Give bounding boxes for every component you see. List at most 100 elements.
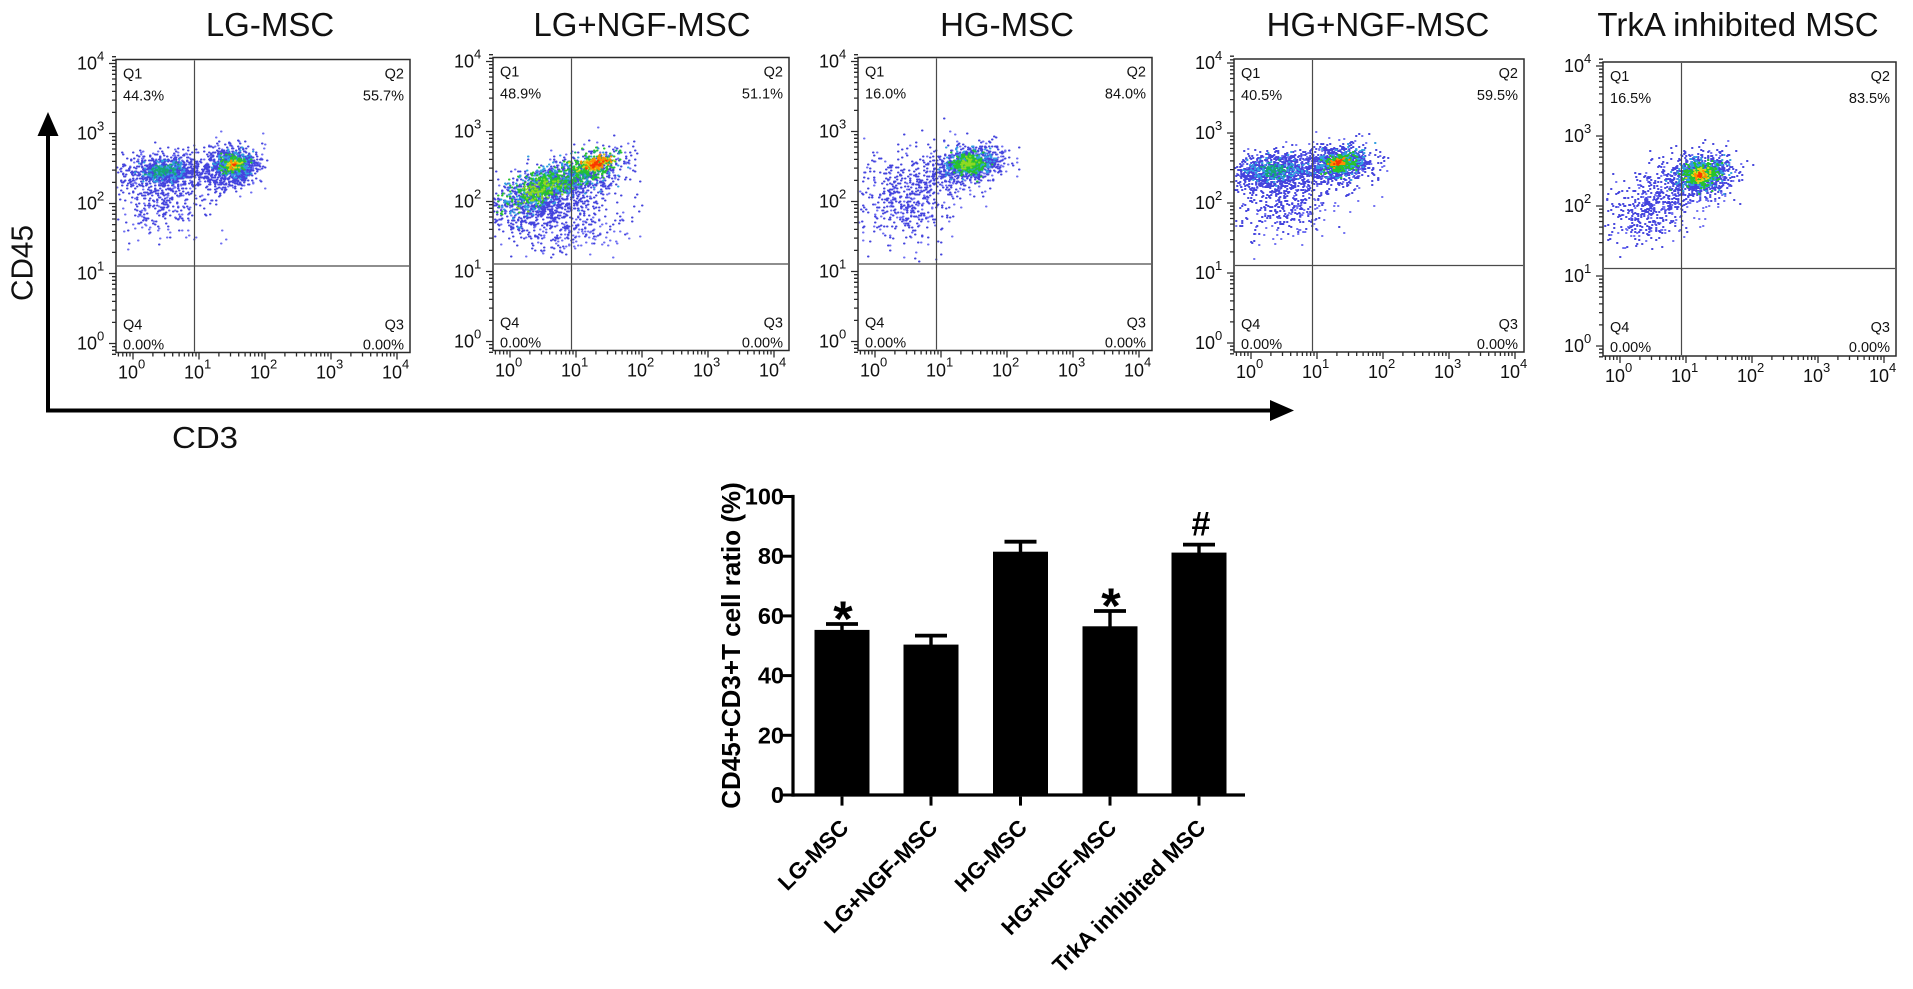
svg-text:0: 0 — [138, 357, 145, 372]
svg-text:2: 2 — [1012, 355, 1019, 370]
svg-text:HG+NGF-MSC: HG+NGF-MSC — [1267, 6, 1490, 43]
svg-text:55.7%: 55.7% — [363, 89, 404, 105]
svg-text:10: 10 — [1195, 123, 1215, 143]
svg-text:10: 10 — [454, 192, 474, 212]
svg-text:3: 3 — [1823, 360, 1830, 375]
svg-text:0: 0 — [97, 329, 104, 344]
svg-text:0.00%: 0.00% — [1105, 336, 1146, 352]
svg-text:10: 10 — [454, 332, 474, 352]
svg-text:10: 10 — [819, 332, 839, 352]
svg-text:10: 10 — [1564, 126, 1584, 146]
svg-text:CD45: CD45 — [5, 225, 40, 301]
svg-text:16.0%: 16.0% — [865, 87, 906, 103]
svg-text:10: 10 — [1195, 193, 1215, 213]
svg-text:Q3: Q3 — [1871, 320, 1890, 336]
svg-text:1: 1 — [839, 257, 846, 272]
svg-text:10: 10 — [1564, 266, 1584, 286]
svg-text:2: 2 — [474, 187, 481, 202]
svg-text:10: 10 — [819, 52, 839, 72]
svg-text:4: 4 — [779, 355, 786, 370]
svg-text:3: 3 — [474, 117, 481, 132]
svg-text:3: 3 — [97, 119, 104, 134]
svg-text:2: 2 — [1215, 188, 1222, 203]
svg-text:0: 0 — [1215, 328, 1222, 343]
svg-text:10: 10 — [561, 361, 581, 381]
svg-text:0.00%: 0.00% — [123, 338, 164, 354]
svg-text:TrkA inhibited MSC: TrkA inhibited MSC — [1597, 6, 1878, 43]
svg-text:1: 1 — [1691, 360, 1698, 375]
svg-text:2: 2 — [839, 187, 846, 202]
svg-text:1: 1 — [1215, 258, 1222, 273]
svg-text:LG+NGF-MSC: LG+NGF-MSC — [533, 6, 750, 43]
svg-text:10: 10 — [1803, 366, 1823, 386]
svg-text:10: 10 — [1564, 56, 1584, 76]
svg-text:59.5%: 59.5% — [1477, 88, 1518, 104]
svg-text:0.00%: 0.00% — [742, 336, 783, 352]
svg-text:1: 1 — [204, 357, 211, 372]
svg-text:10: 10 — [1195, 53, 1215, 73]
svg-text:3: 3 — [1584, 121, 1591, 136]
svg-text:10: 10 — [627, 361, 647, 381]
svg-text:1: 1 — [581, 355, 588, 370]
svg-text:0.00%: 0.00% — [1610, 340, 1651, 356]
svg-text:Q2: Q2 — [1499, 66, 1518, 82]
svg-text:Q4: Q4 — [123, 318, 142, 334]
svg-text:0: 0 — [880, 355, 887, 370]
svg-text:Q2: Q2 — [1127, 65, 1146, 81]
svg-text:0: 0 — [771, 782, 784, 808]
svg-text:51.1%: 51.1% — [742, 87, 783, 103]
svg-text:10: 10 — [759, 361, 779, 381]
svg-text:Q2: Q2 — [764, 65, 783, 81]
svg-text:Q3: Q3 — [1127, 316, 1146, 332]
svg-text:0.00%: 0.00% — [363, 338, 404, 354]
svg-text:10: 10 — [1605, 366, 1625, 386]
svg-text:10: 10 — [1195, 263, 1215, 283]
svg-text:#: # — [1192, 506, 1211, 544]
svg-text:4: 4 — [97, 49, 104, 64]
svg-text:10: 10 — [382, 363, 402, 383]
svg-text:4: 4 — [474, 47, 481, 62]
svg-text:1: 1 — [1322, 356, 1329, 371]
svg-text:0: 0 — [474, 327, 481, 342]
svg-text:Q4: Q4 — [1241, 317, 1260, 333]
svg-text:83.5%: 83.5% — [1849, 91, 1890, 107]
svg-text:4: 4 — [402, 357, 409, 372]
svg-text:2: 2 — [1584, 191, 1591, 206]
svg-text:10: 10 — [454, 122, 474, 142]
svg-text:Q4: Q4 — [865, 316, 884, 332]
svg-text:10: 10 — [495, 361, 515, 381]
svg-text:40: 40 — [758, 663, 784, 689]
svg-text:2: 2 — [1757, 360, 1764, 375]
svg-text:4: 4 — [1144, 355, 1151, 370]
svg-text:40.5%: 40.5% — [1241, 88, 1282, 104]
svg-text:10: 10 — [454, 262, 474, 282]
svg-text:4: 4 — [1520, 356, 1527, 371]
svg-text:0: 0 — [1625, 360, 1632, 375]
svg-text:*: * — [833, 591, 853, 647]
svg-text:2: 2 — [647, 355, 654, 370]
svg-text:0: 0 — [1584, 331, 1591, 346]
svg-text:Q1: Q1 — [1241, 66, 1260, 82]
svg-text:10: 10 — [77, 54, 97, 74]
svg-text:Q1: Q1 — [865, 65, 884, 81]
svg-text:10: 10 — [1500, 362, 1520, 382]
svg-text:Q1: Q1 — [123, 67, 142, 83]
svg-text:10: 10 — [1671, 366, 1691, 386]
svg-text:Q1: Q1 — [1610, 69, 1629, 85]
svg-text:10: 10 — [77, 264, 97, 284]
svg-text:Q2: Q2 — [385, 67, 404, 83]
svg-text:10: 10 — [1869, 366, 1889, 386]
svg-text:0: 0 — [515, 355, 522, 370]
svg-text:10: 10 — [992, 361, 1012, 381]
svg-text:16.5%: 16.5% — [1610, 91, 1651, 107]
svg-text:0.00%: 0.00% — [500, 336, 541, 352]
svg-text:CD3: CD3 — [172, 420, 238, 455]
svg-text:48.9%: 48.9% — [500, 87, 541, 103]
svg-text:10: 10 — [77, 194, 97, 214]
svg-text:0.00%: 0.00% — [1477, 337, 1518, 353]
svg-text:*: * — [1101, 578, 1121, 634]
svg-text:0: 0 — [1256, 356, 1263, 371]
svg-text:10: 10 — [819, 192, 839, 212]
svg-text:1: 1 — [1584, 261, 1591, 276]
svg-text:Q3: Q3 — [1499, 317, 1518, 333]
